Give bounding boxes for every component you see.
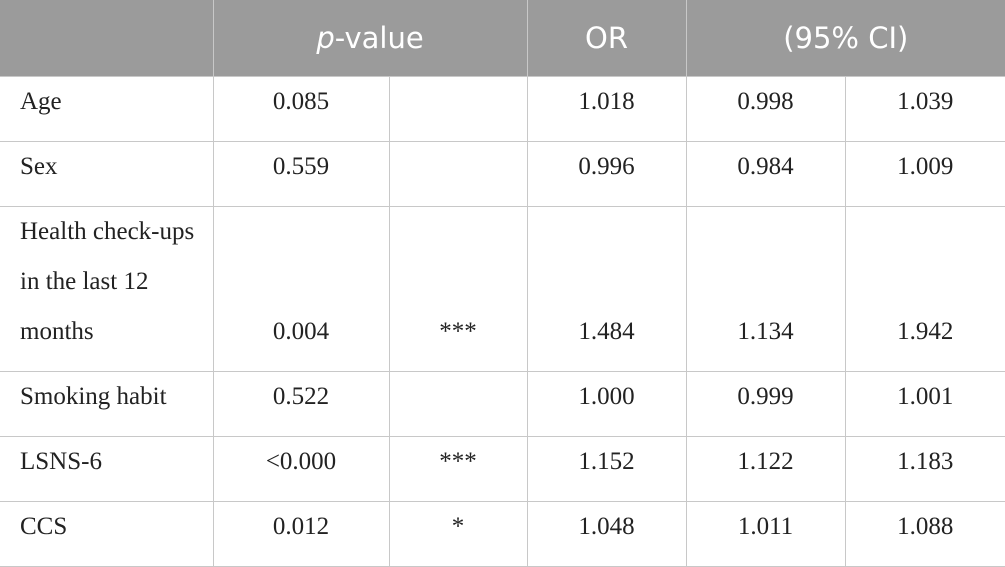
table-row: CCS 0.012 * 1.048 1.011 1.088 [0, 501, 1005, 567]
table-cell: 1.011 [685, 501, 846, 567]
table-cell: 1.039 [844, 76, 1005, 142]
table-row: Age 0.085 1.018 0.998 1.039 [0, 76, 1005, 142]
table-cell: 1.000 [526, 371, 687, 437]
table-cell: *** [388, 206, 528, 372]
table-cell: 1.122 [685, 436, 846, 502]
table-cell: 0.984 [685, 141, 846, 207]
row-label: Health check-ups in the last 12 months [0, 206, 214, 372]
table-cell: 0.012 [212, 501, 390, 567]
header-blank [0, 0, 214, 77]
table-cell: 1.018 [526, 76, 687, 142]
table-cell: 1.088 [844, 501, 1005, 567]
row-label: Age [0, 76, 214, 142]
header-cell: p-value [212, 0, 528, 77]
table-cell: 1.009 [844, 141, 1005, 207]
header-row: p-value OR (95% CI) [0, 0, 1005, 77]
table-cell: 1.134 [685, 206, 846, 372]
table-cell: *** [388, 436, 528, 502]
table-cell: 1.048 [526, 501, 687, 567]
table-cell: <0.000 [212, 436, 390, 502]
header-cell: (95% CI) [685, 0, 1005, 77]
row-label: LSNS-6 [0, 436, 214, 502]
table-row: Smoking habit 0.522 1.000 0.999 1.001 [0, 371, 1005, 437]
table-cell [388, 141, 528, 207]
header-text: p-value [316, 21, 424, 55]
table-body: Age 0.085 1.018 0.998 1.039 Sex 0.559 0.996 0.98… [0, 76, 1005, 567]
table-cell: 1.001 [844, 371, 1005, 437]
table-cell: 0.996 [526, 141, 687, 207]
table-cell: 1.152 [526, 436, 687, 502]
table-cell: 1.484 [526, 206, 687, 372]
table-cell: 0.004 [212, 206, 390, 372]
row-label: CCS [0, 501, 214, 567]
table-cell: * [388, 501, 528, 567]
table-cell: 0.559 [212, 141, 390, 207]
table-cell [388, 76, 528, 142]
table-cell: 1.942 [844, 206, 1005, 372]
header-cell: OR [526, 0, 687, 77]
table-cell: 0.085 [212, 76, 390, 142]
table-cell: 0.999 [685, 371, 846, 437]
table-cell [388, 371, 528, 437]
table-row: LSNS-6 <0.000 *** 1.152 1.122 1.183 [0, 436, 1005, 502]
table-cell: 1.183 [844, 436, 1005, 502]
table-row: Health check-ups in the last 12 months 0.… [0, 206, 1005, 372]
table-row: Sex 0.559 0.996 0.984 1.009 [0, 141, 1005, 207]
row-label: Smoking habit [0, 371, 214, 437]
table-cell: 0.998 [685, 76, 846, 142]
row-label: Sex [0, 141, 214, 207]
table-cell: 0.522 [212, 371, 390, 437]
